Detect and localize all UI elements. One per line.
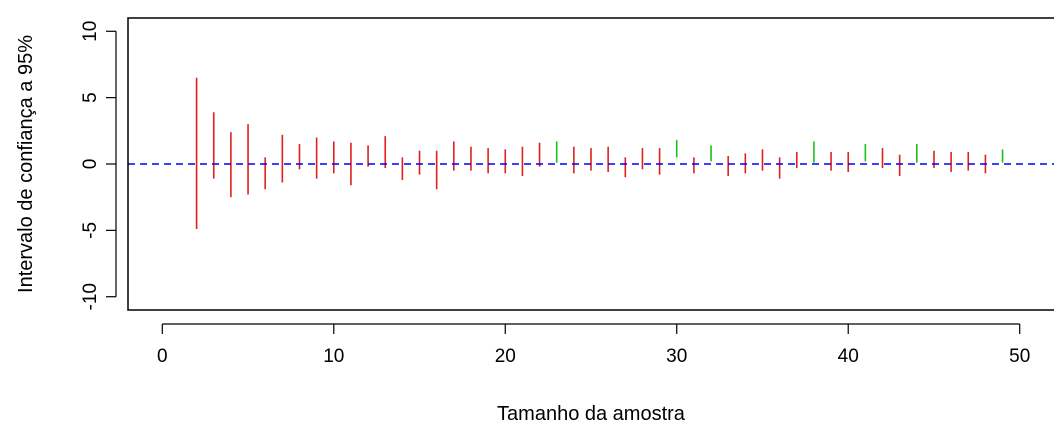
x-tick-label: 20 [495, 346, 516, 367]
y-tick-label: -5 [80, 222, 101, 239]
x-axis-title: Tamanho da amostra [497, 403, 686, 425]
y-tick-label: 0 [80, 159, 101, 170]
y-axis: -10 -5 0 5 10 [80, 21, 117, 310]
x-tick-label: 30 [666, 346, 687, 367]
x-tick-label: 0 [157, 346, 168, 367]
plot-frame [127, 17, 1054, 311]
y-tick-label: 5 [80, 92, 101, 103]
y-axis-title: Intervalo de confiança a 95% [15, 35, 37, 293]
y-tick-label: 10 [80, 21, 101, 42]
x-tick-label: 10 [323, 346, 344, 367]
y-tick-label: -10 [80, 283, 101, 310]
x-tick-label: 40 [838, 346, 859, 367]
x-tick-label: 50 [1009, 346, 1030, 367]
x-axis: 0 10 20 30 40 50 [157, 323, 1030, 367]
